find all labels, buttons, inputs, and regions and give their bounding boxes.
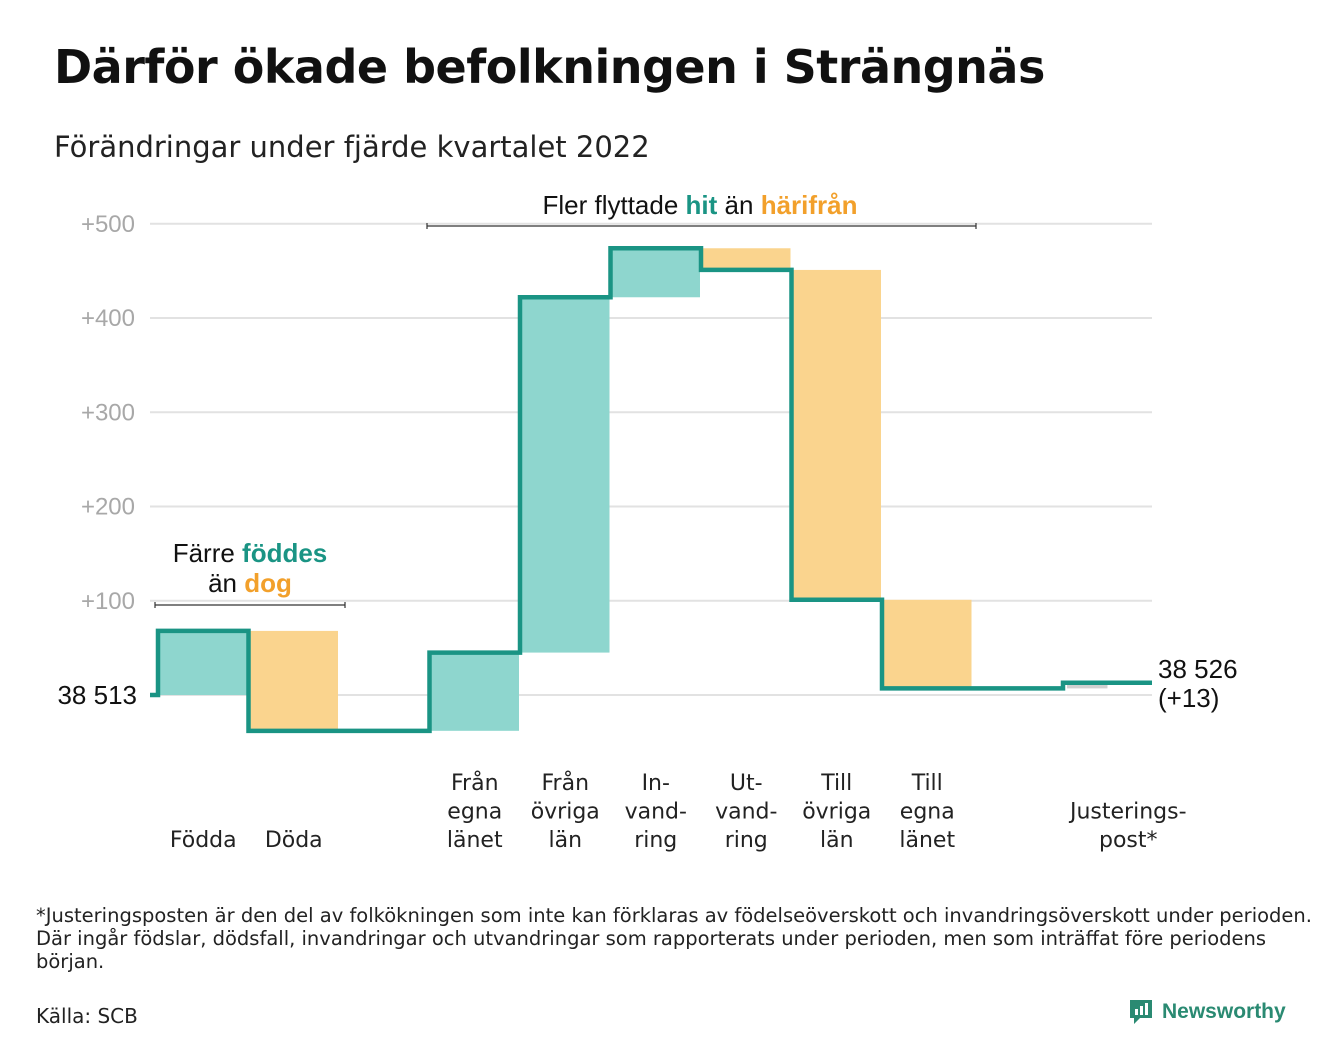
svg-text:än dog: än dog [208,568,292,598]
chart-subtitle: Förändringar under fjärde kvartalet 2022 [54,130,650,164]
y-axis-ticks: +100 +200 +300 +400 +500 [81,211,135,615]
migration-bracket [426,223,977,229]
x-tick-label: ring [725,828,768,853]
x-tick-label: län [820,828,854,853]
source-label: Källa: SCB [36,1004,138,1028]
x-tick-label: länet [899,828,955,853]
births-annotation: Färre föddes än dog [154,538,346,608]
annotation-migration-mid: än [717,190,760,220]
baseline-label: 38 513 [57,680,137,710]
bar-adjustment [1067,682,1108,689]
x-tick-label: övriga [531,800,600,825]
annotation-births-mid: än [208,568,244,598]
x-tick-label: Justerings- [1068,800,1187,825]
chart-title: Därför ökade befolkningen i Strängnäs [54,40,1045,94]
brand-name: Newsworthy [1162,1000,1286,1023]
x-tick-label: vand- [715,800,777,825]
newsworthy-logo-icon [1130,1000,1152,1024]
x-tick-label: vand- [625,800,687,825]
births-bracket [154,602,346,608]
svg-text:Färre föddes: Färre föddes [173,538,328,568]
y-tick-label: +200 [81,494,135,521]
svg-text:Fler flyttade hit än härifrån: Fler flyttade hit än härifrån [542,190,857,220]
y-tick-label: +400 [81,305,135,332]
footnote: *Justeringsposten är den del av folkökni… [36,904,1312,973]
x-tick-label: län [548,828,582,853]
x-tick-label: länet [447,828,503,853]
brand: Newsworthy [1128,998,1286,1026]
x-tick-label: In- [642,771,670,796]
x-tick-label: Till [820,771,852,796]
annotation-births-orange: dog [244,568,292,598]
bar-increase [159,630,248,695]
bar-decrease [792,269,881,600]
annotation-births-lead: Färre [173,538,242,568]
cumulative-line [150,246,1152,734]
y-tick-label: +500 [81,211,135,238]
waterfall-chart: +100 +200 +300 +400 +500 Födda Döda Från egna lä… [57,190,1245,853]
bars [159,248,1108,731]
x-tick-label: Från [451,770,499,796]
x-tick-label: Födda [170,828,237,853]
bar-increase [611,248,700,298]
x-tick-label: egna [447,800,502,825]
bar-decrease [883,599,972,689]
cumulative-line-layer [150,246,1152,734]
y-tick-label: +300 [81,399,135,426]
category-labels: Födda Döda Från egna länet Från övriga län In-va… [170,770,1187,853]
end-value-main: 38 526 [1158,654,1238,684]
annotation-migration-orange: härifrån [761,190,858,220]
x-tick-label: Ut- [730,771,763,796]
x-tick-label: egna [900,800,955,825]
grid-lines [150,222,1152,696]
annotation-migration-teal: hit [686,190,718,220]
bar-decrease [702,248,791,270]
end-value-change: (+13) [1158,683,1219,713]
x-tick-label: Från [541,770,589,796]
x-tick-label: Till [911,771,943,796]
bar-increase [430,652,519,731]
annotation-migration-lead: Fler flyttade [542,190,685,220]
x-tick-label: post* [1099,828,1158,853]
end-value-label: 38 526 (+13) [1158,654,1245,713]
migration-annotation: Fler flyttade hit än härifrån [426,190,977,229]
y-tick-label: +100 [81,588,135,615]
x-tick-label: övriga [802,800,871,825]
x-tick-label: ring [634,828,677,853]
bar-decrease [249,630,338,731]
x-tick-label: Döda [265,828,323,853]
bar-increase [521,297,610,653]
annotation-births-teal: föddes [242,538,327,568]
